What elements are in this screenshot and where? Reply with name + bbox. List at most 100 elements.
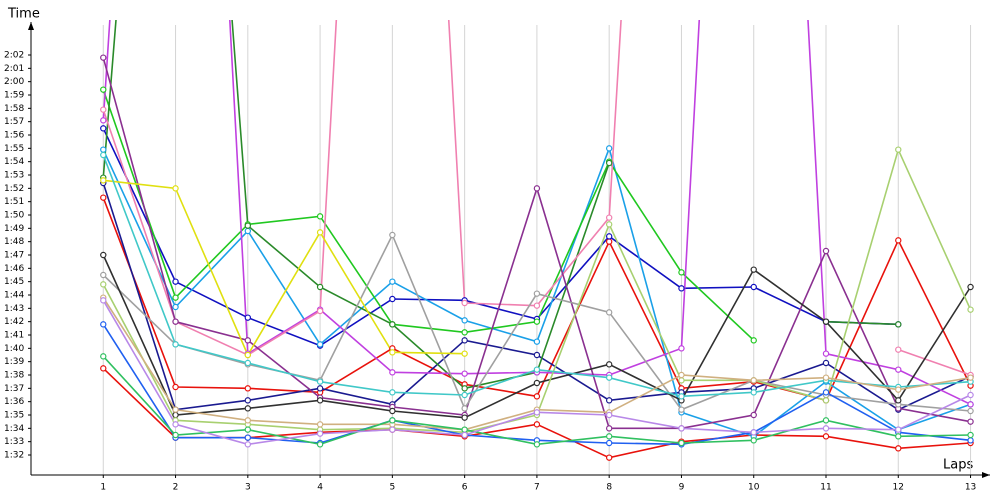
y-tick-label: 2:01 — [4, 64, 24, 74]
x-tick-label: 2 — [173, 483, 179, 493]
point — [100, 146, 107, 153]
x-tick-label: 6 — [462, 483, 468, 493]
x-tick-label: 5 — [389, 483, 395, 493]
point — [244, 337, 252, 344]
point — [678, 439, 685, 447]
x-tick-label: 12 — [893, 483, 904, 493]
x-axis-arrow — [982, 472, 990, 478]
point — [967, 418, 974, 425]
point — [605, 397, 613, 404]
point — [172, 318, 179, 325]
point — [172, 406, 179, 413]
y-tick-label: 1:52 — [4, 184, 24, 194]
point — [244, 359, 252, 367]
x-tick-label: 3 — [245, 483, 251, 493]
point — [678, 285, 685, 292]
point — [967, 431, 974, 439]
point — [822, 433, 830, 440]
point — [750, 377, 757, 384]
point — [316, 385, 324, 392]
series-line — [102, 127, 899, 347]
x-tick-label: 9 — [679, 483, 685, 493]
point — [100, 281, 107, 288]
point — [461, 385, 468, 392]
point — [461, 370, 468, 377]
y-tick-label: 1:50 — [4, 211, 24, 221]
y-tick-label: 1:44 — [4, 291, 24, 301]
point — [605, 214, 613, 221]
point — [605, 159, 613, 167]
point — [100, 117, 107, 124]
point — [750, 389, 757, 396]
point — [822, 318, 830, 325]
point — [533, 379, 541, 387]
point — [895, 445, 902, 452]
point — [461, 317, 468, 324]
point — [605, 433, 613, 440]
point — [605, 374, 613, 381]
point — [750, 266, 757, 273]
point — [967, 437, 974, 444]
point — [316, 213, 324, 220]
point — [533, 366, 541, 373]
point — [967, 391, 974, 399]
y-tick-label: 1:59 — [4, 91, 24, 101]
series-line — [102, 20, 971, 376]
y-tick-label: 1:54 — [4, 157, 24, 167]
point — [895, 346, 902, 353]
point — [100, 194, 107, 201]
point — [389, 231, 396, 239]
point — [605, 361, 613, 368]
point — [389, 389, 396, 396]
point — [895, 426, 902, 433]
point — [100, 125, 107, 132]
point — [100, 177, 107, 184]
y-axis-title: Time — [7, 7, 40, 22]
point — [316, 441, 324, 448]
point — [605, 439, 613, 447]
point — [244, 426, 252, 433]
y-tick-label: 1:36 — [4, 397, 24, 407]
point — [461, 431, 468, 439]
series-line — [103, 179, 465, 357]
point — [605, 145, 613, 152]
point — [100, 271, 107, 279]
point — [678, 425, 685, 432]
point — [316, 421, 324, 428]
point — [461, 414, 468, 421]
point — [822, 389, 830, 396]
point — [100, 321, 107, 328]
y-tick-label: 1:49 — [4, 224, 24, 234]
point — [244, 417, 252, 424]
point — [678, 406, 685, 413]
x-axis-title: Laps — [943, 458, 973, 473]
point — [389, 349, 396, 356]
point — [461, 299, 468, 307]
point — [172, 383, 179, 391]
point — [461, 337, 468, 344]
point — [100, 151, 107, 159]
y-tick-label: 2:00 — [4, 77, 24, 87]
point — [244, 405, 252, 412]
point — [605, 238, 613, 245]
y-tick-label: 1:43 — [4, 304, 24, 314]
point — [895, 321, 902, 328]
point — [822, 397, 830, 404]
x-tick-label: 7 — [534, 483, 540, 493]
point — [967, 283, 974, 291]
y-tick-label: 1:40 — [4, 344, 24, 354]
point — [678, 393, 685, 400]
point — [533, 318, 541, 325]
point — [316, 378, 324, 385]
point — [172, 421, 179, 428]
point — [316, 307, 324, 315]
point — [389, 426, 396, 433]
point — [461, 329, 468, 336]
point — [822, 425, 830, 432]
x-tick-label: 13 — [965, 483, 976, 493]
point — [822, 350, 830, 357]
point — [895, 366, 902, 373]
point — [172, 294, 179, 301]
y-tick-label: 1:38 — [4, 371, 24, 381]
